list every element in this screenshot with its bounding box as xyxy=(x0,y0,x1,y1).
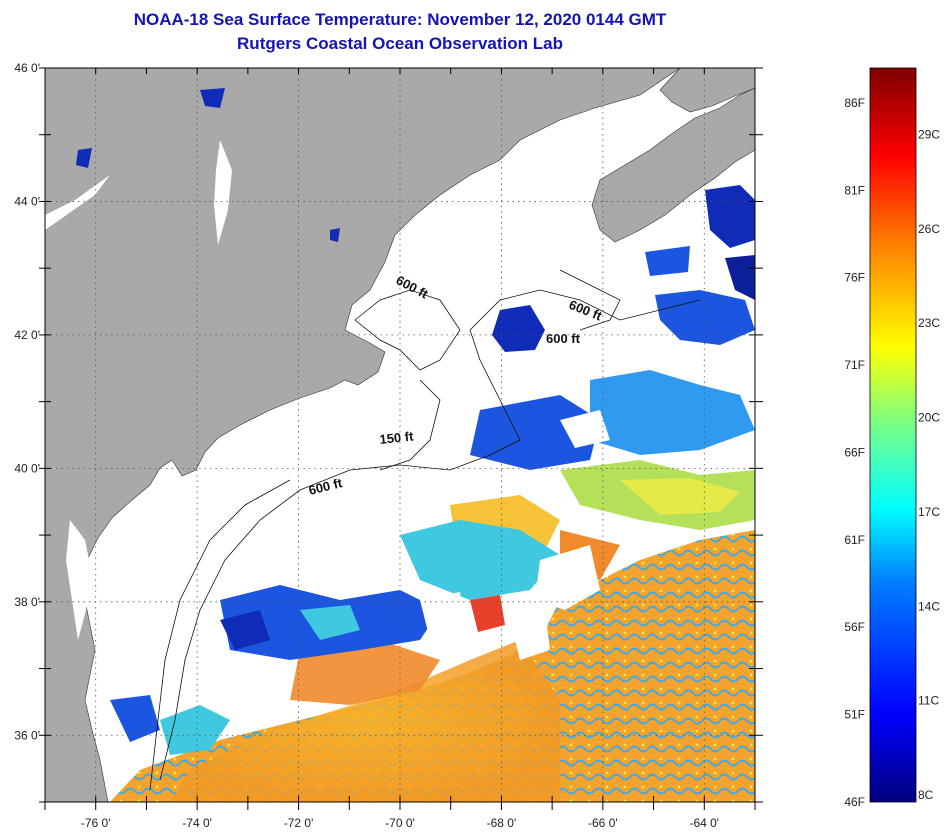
colorbar-f-label: 56F xyxy=(844,620,865,634)
lake-ontario xyxy=(45,175,110,230)
lat-tick-label: 44 0' xyxy=(14,194,40,208)
colorbar-c-label: 26C xyxy=(918,222,940,236)
colorbar-f-label: 61F xyxy=(844,533,865,547)
colorbar-f-label: 81F xyxy=(844,183,865,197)
axis-labels: -76 0' -74 0' -72 0' -70 0' -68 0' -66 0' -64 … xyxy=(14,61,719,830)
lat-tick-label: 36 0' xyxy=(14,728,40,742)
colorbar-f-label: 46F xyxy=(844,795,865,809)
graticule xyxy=(45,68,755,802)
lon-tick-label: -68 0' xyxy=(487,816,517,830)
colorbar-c-label: 20C xyxy=(918,411,940,425)
colorbar-c-label: 8C xyxy=(918,788,934,802)
lon-tick-label: -76 0' xyxy=(81,816,111,830)
lat-tick-label: 46 0' xyxy=(14,61,40,75)
cloud-patches xyxy=(420,410,610,660)
map-area: 600 ft 600 ft 600 ft 150 ft 600 ft xyxy=(45,68,755,802)
delaware-bay xyxy=(112,560,130,620)
lat-tick-label: 42 0' xyxy=(14,328,40,342)
land-ne-corner xyxy=(659,68,755,113)
colorbar xyxy=(869,67,917,803)
contour-label: 600 ft xyxy=(546,331,581,346)
colorbar-labels: 86F 81F 76F 71F 66F 61F 56F 51F 46F 29C 26C 23C 20C 1… xyxy=(844,96,940,809)
colorbar-f-label: 76F xyxy=(844,271,865,285)
lake-champlain xyxy=(214,140,232,245)
chesapeake-bay xyxy=(66,520,92,640)
colorbar-c-label: 17C xyxy=(918,505,940,519)
map-subtitle: Rutgers Coastal Ocean Observation Lab xyxy=(237,34,563,53)
lon-tick-label: -70 0' xyxy=(385,816,415,830)
lat-tick-label: 40 0' xyxy=(14,461,40,475)
lon-tick-label: -64 0' xyxy=(689,816,719,830)
colorbar-f-label: 71F xyxy=(844,358,865,372)
land-nova-scotia xyxy=(591,87,755,243)
colorbar-f-label: 86F xyxy=(844,96,865,110)
colorbar-c-label: 23C xyxy=(918,316,940,330)
land-mainland xyxy=(45,68,681,802)
colorbar-c-label: 14C xyxy=(918,599,940,613)
lon-tick-label: -74 0' xyxy=(182,816,212,830)
sst-field xyxy=(76,88,755,802)
contour-label: 150 ft xyxy=(379,428,415,447)
axis-ticks xyxy=(39,67,763,810)
lon-tick-label: -72 0' xyxy=(284,816,314,830)
colorbar-c-label: 11C xyxy=(918,694,939,708)
lat-tick-label: 38 0' xyxy=(14,595,40,609)
map-title: NOAA-18 Sea Surface Temperature: Novembe… xyxy=(133,10,667,29)
colorbar-c-label: 29C xyxy=(918,127,940,141)
colorbar-f-label: 66F xyxy=(844,445,865,459)
lon-tick-label: -66 0' xyxy=(588,816,618,830)
colorbar-f-label: 51F xyxy=(844,708,865,722)
bathymetry-contours xyxy=(149,269,701,791)
